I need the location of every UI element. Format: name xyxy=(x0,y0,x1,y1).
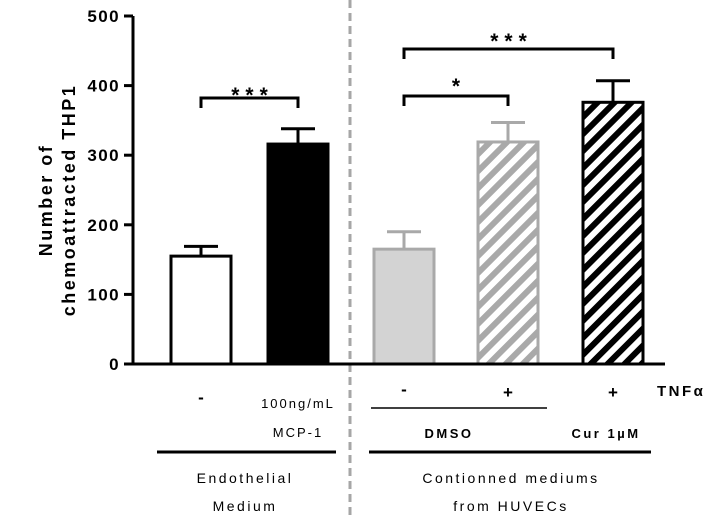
y-tick-label-0: 0 xyxy=(109,355,120,374)
condition-bar-2-line-1: 100ng/mL xyxy=(261,396,335,411)
tnf-label: TNFα xyxy=(657,383,705,400)
y-tick-label-100: 100 xyxy=(87,285,120,304)
significance-label-3: *** xyxy=(490,30,533,53)
significance-bracket-3 xyxy=(402,47,615,59)
bar-1 xyxy=(169,254,233,366)
y-axis-label-line-1: Number of xyxy=(36,144,56,257)
significance-bracket-2 xyxy=(402,94,510,106)
condition-bar-4-sign: + xyxy=(503,383,513,402)
bar-5 xyxy=(581,100,645,366)
dmso-label: DMSO xyxy=(425,426,474,441)
bar-4 xyxy=(476,140,540,366)
condition-bar-5-sign: + xyxy=(608,383,618,402)
y-tick-label-500: 500 xyxy=(87,7,120,26)
y-tick-label-400: 400 xyxy=(87,77,120,96)
condition-bar-1-sign: - xyxy=(198,388,204,407)
condition-bar-2-line-2: MCP-1 xyxy=(273,425,323,440)
y-axis-label-line-2: chemoattracted THP1 xyxy=(59,84,79,317)
group-left-line-2: Medium xyxy=(213,498,278,514)
y-tick-label-200: 200 xyxy=(87,216,120,235)
y-tick-label-300: 300 xyxy=(87,146,120,165)
group-left-line-1: Endothelial xyxy=(197,470,294,486)
significance-label-2: * xyxy=(452,75,466,98)
condition-bar-3-sign: - xyxy=(401,380,407,399)
group-right-line-2: from HUVECs xyxy=(453,498,568,514)
cur-label: Cur 1µM xyxy=(571,426,640,441)
significance-label-1: *** xyxy=(231,84,274,107)
significance-bracket-1 xyxy=(199,96,300,108)
group-right-line-1: Contionned mediums xyxy=(422,470,599,486)
bar-2 xyxy=(266,142,330,366)
bar-3 xyxy=(372,247,436,366)
